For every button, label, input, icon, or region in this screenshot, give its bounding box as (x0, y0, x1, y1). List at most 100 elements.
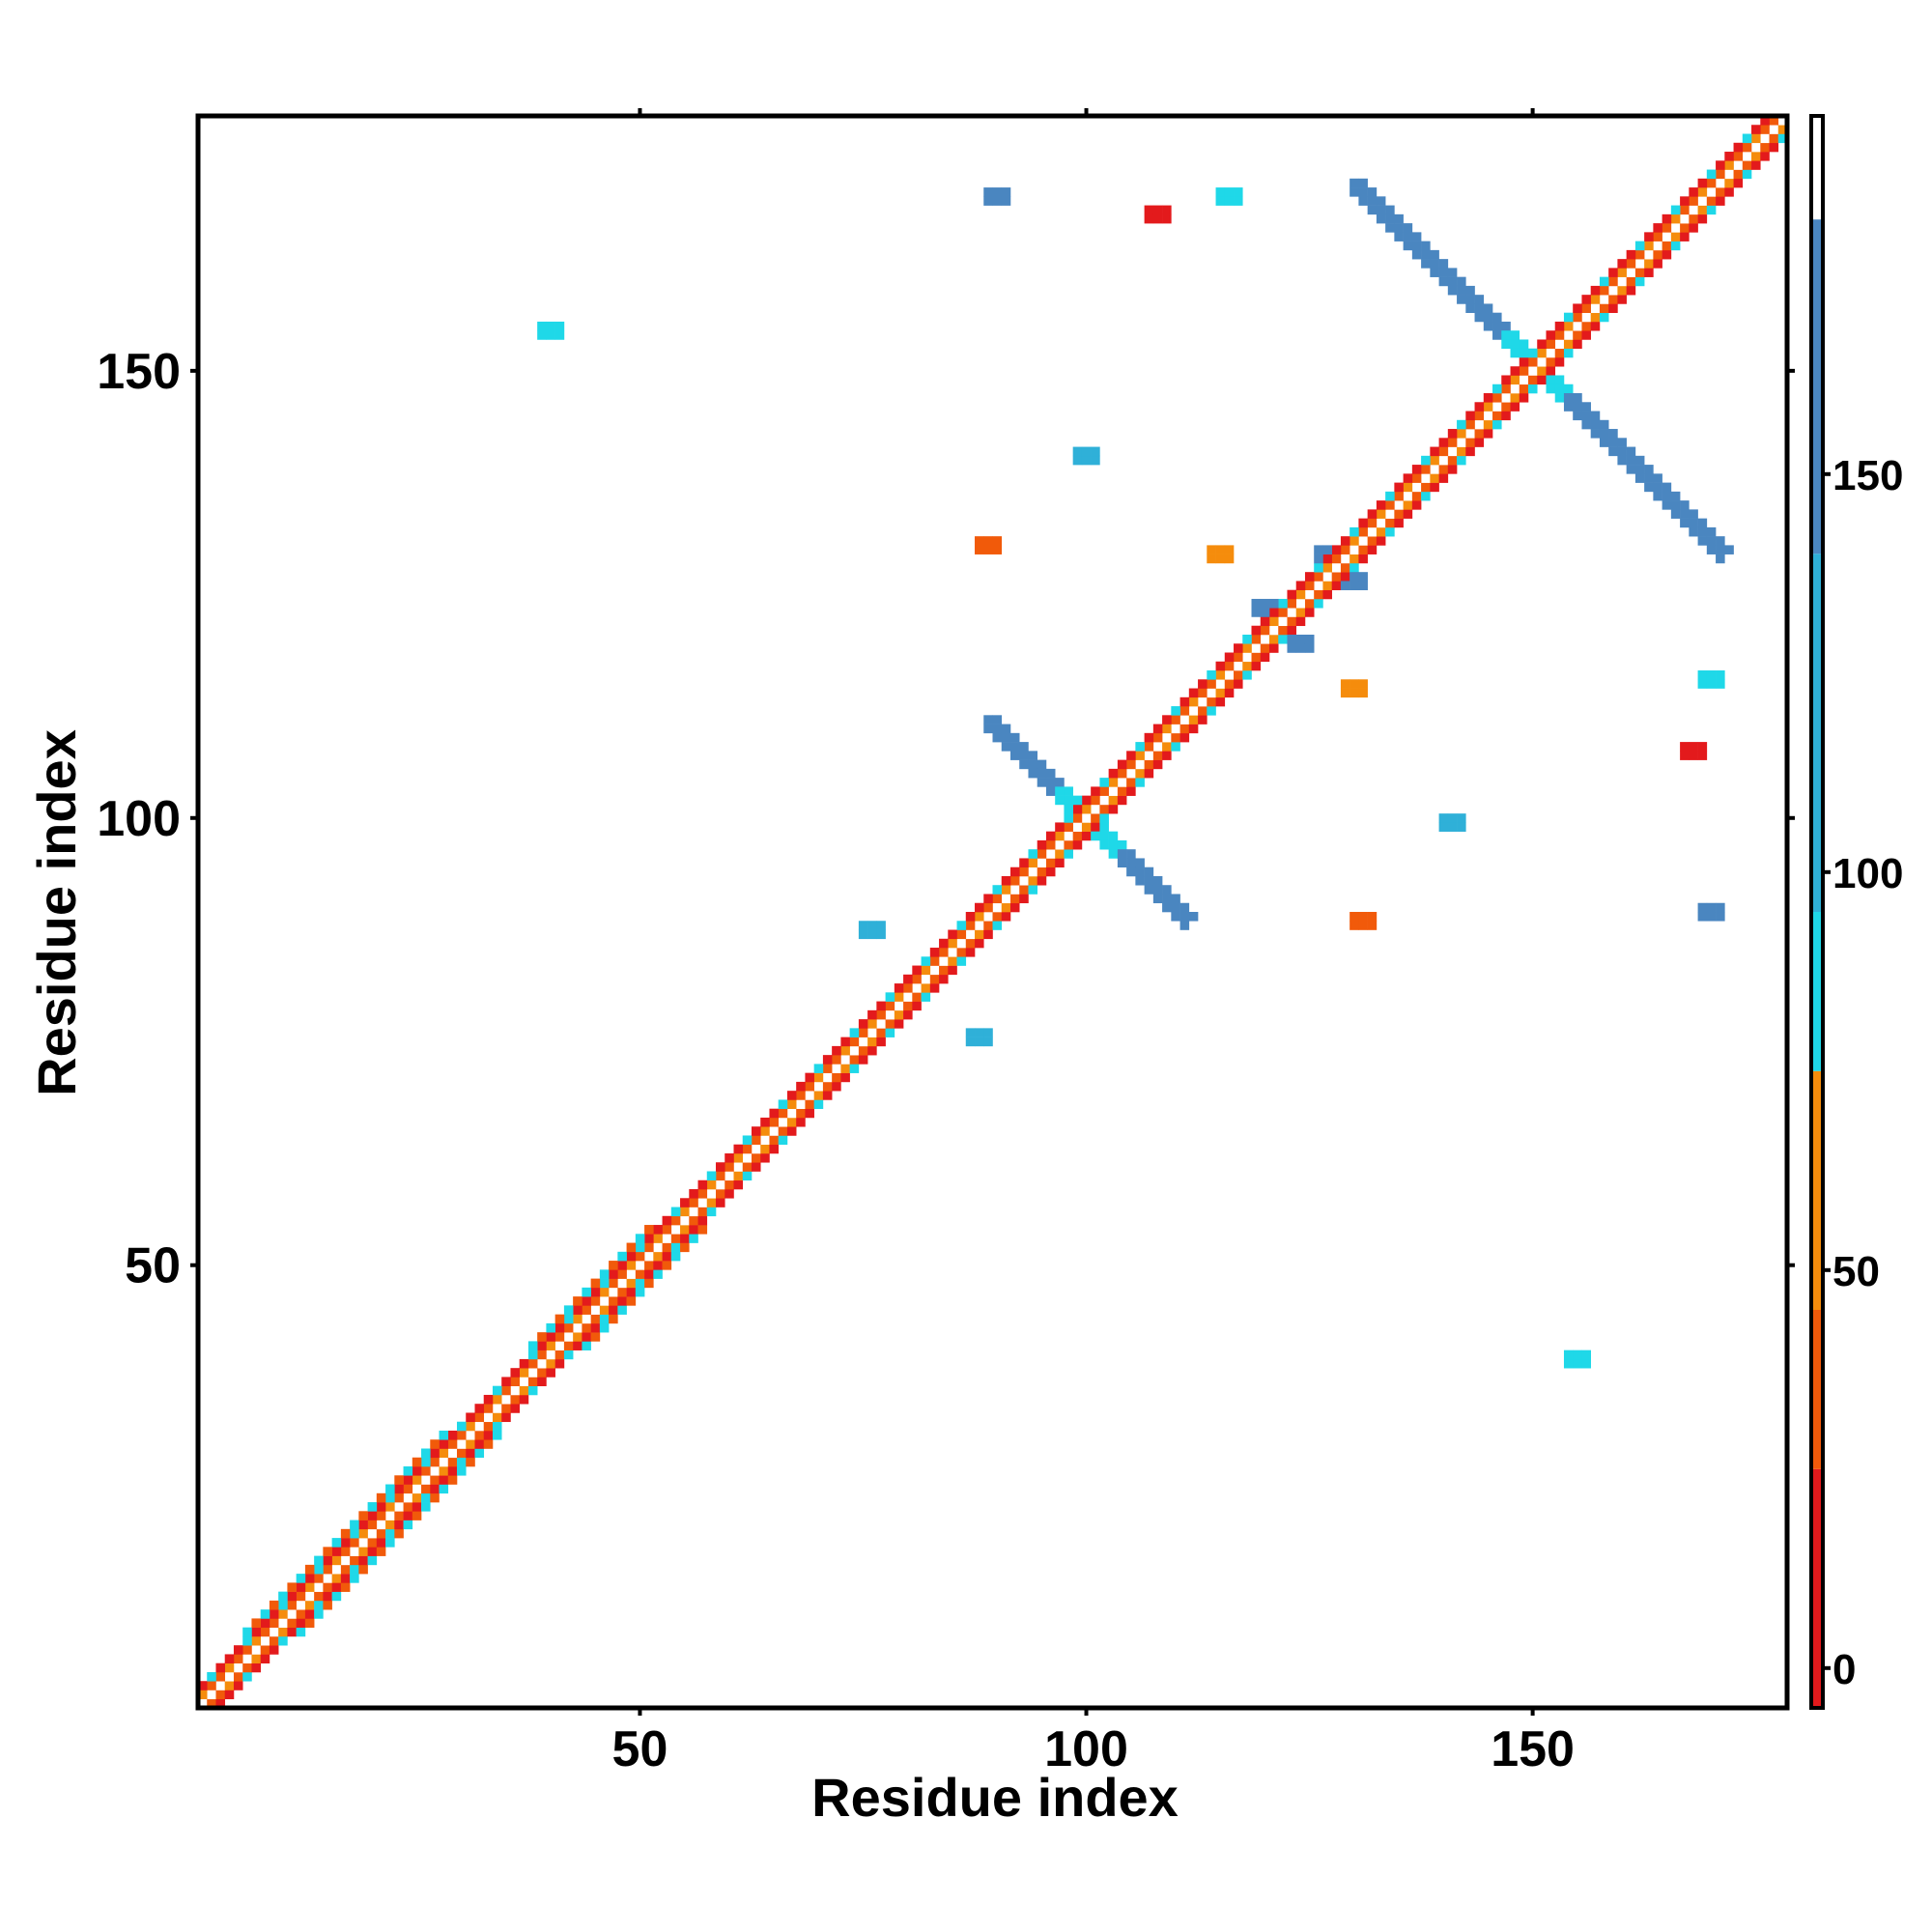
heatmap-cell (903, 992, 913, 1002)
heatmap-cell (1295, 608, 1306, 617)
heatmap-cell (1099, 813, 1109, 823)
heatmap-cell (1268, 625, 1279, 636)
heatmap-cell (1680, 196, 1690, 206)
heatmap-cell (849, 1028, 860, 1037)
heatmap-cell (1304, 589, 1315, 600)
heatmap-cell (1091, 795, 1100, 806)
heatmap-cell (644, 1225, 654, 1235)
heatmap-cell (1350, 526, 1359, 537)
heatmap-cell (537, 1341, 547, 1350)
heatmap-cell (1716, 912, 1725, 922)
heatmap-cell (1519, 384, 1529, 394)
heatmap-cell (617, 1296, 627, 1306)
heatmap-cell (1474, 295, 1485, 304)
heatmap-cell (1045, 786, 1056, 796)
heatmap-cell (314, 1591, 324, 1602)
heatmap-cell (956, 956, 967, 966)
heatmap-cell (965, 929, 976, 940)
heatmap-cell (1716, 536, 1725, 546)
heatmap-cell (1706, 670, 1717, 680)
heatmap-cell (1438, 438, 1449, 447)
heatmap-cell (430, 1484, 440, 1494)
heatmap-cell (1144, 759, 1154, 770)
heatmap-cell (340, 1528, 351, 1539)
heatmap-cell (1350, 178, 1359, 188)
heatmap-cell (527, 1377, 538, 1386)
heatmap-cell (251, 1618, 261, 1628)
heatmap-cell (474, 1430, 485, 1440)
heatmap-cell (1680, 518, 1690, 528)
heatmap-cell (1278, 608, 1288, 617)
heatmap-cell (1340, 679, 1350, 689)
heatmap-cell (1599, 429, 1609, 439)
heatmap-cell (1314, 562, 1323, 573)
heatmap-cell (867, 1009, 877, 1020)
heatmap-cell (1028, 885, 1038, 895)
heatmap-cell (1689, 526, 1698, 537)
heatmap-cell (554, 1332, 565, 1342)
heatmap-cell (1224, 545, 1235, 554)
heatmap-cell (1457, 813, 1466, 823)
heatmap-cell (975, 1028, 984, 1037)
heatmap-cell (501, 1385, 511, 1396)
heatmap-cell (563, 1314, 574, 1324)
heatmap-cell (1689, 751, 1698, 760)
heatmap-cell (1733, 169, 1744, 180)
heatmap-cell (876, 929, 886, 940)
heatmap-cell (786, 1117, 797, 1127)
heatmap-cell (1001, 187, 1011, 197)
heatmap-cell (1072, 446, 1083, 457)
heatmap-cell (278, 1609, 288, 1619)
heatmap-cell (832, 1055, 841, 1065)
heatmap-cell (1527, 348, 1538, 358)
heatmap-cell (1527, 375, 1538, 385)
heatmap-cell (1081, 446, 1092, 457)
heatmap-cell (1037, 849, 1047, 859)
heatmap-cell (1108, 768, 1119, 779)
heatmap-cell (1251, 643, 1262, 653)
heatmap-cell (929, 948, 940, 957)
heatmap-cell (1411, 465, 1422, 474)
heatmap-cell (1573, 303, 1582, 313)
heatmap-cell (1099, 839, 1109, 850)
heatmap-cell (1350, 572, 1359, 582)
heatmap-cell (1751, 142, 1761, 153)
heatmap-cell (492, 1421, 502, 1432)
heatmap-cell (1447, 465, 1458, 474)
heatmap-cell (1581, 295, 1591, 304)
heatmap-cell (1019, 751, 1029, 760)
heatmap-cell (921, 956, 931, 966)
heatmap-cell (1465, 446, 1475, 457)
heatmap-cell (635, 1269, 645, 1279)
heatmap-cell (894, 992, 904, 1002)
heatmap-cell (1126, 759, 1136, 770)
heatmap-cell (1171, 894, 1180, 904)
heatmap-cell (1314, 545, 1323, 554)
heatmap-cell (394, 1511, 404, 1520)
heatmap-cell (1234, 661, 1243, 671)
heatmap-cell (929, 983, 940, 993)
heatmap-cell (1670, 491, 1681, 501)
heatmap-cell (340, 1574, 351, 1583)
heatmap-cell (1304, 643, 1315, 653)
heatmap-cell (483, 1412, 494, 1423)
heatmap-cell (805, 1091, 814, 1100)
heatmap-cell (1430, 249, 1439, 260)
heatmap-cell (1563, 402, 1574, 412)
heatmap-cell (1037, 858, 1047, 868)
heatmap-cell (1234, 679, 1243, 689)
heatmap-cell (1268, 608, 1279, 617)
x-tick-label: 100 (1044, 1721, 1128, 1777)
heatmap-cell (385, 1502, 395, 1512)
colorbar-band (1811, 1310, 1823, 1469)
heatmap-cell (1716, 679, 1725, 689)
heatmap-cell (590, 1322, 601, 1333)
heatmap-cell (1019, 894, 1029, 904)
heatmap-cell (224, 1690, 235, 1700)
heatmap-cell (1626, 465, 1636, 474)
heatmap-cell (573, 1341, 582, 1350)
heatmap-cell (1144, 875, 1154, 886)
heatmap-cell (1304, 572, 1315, 582)
heatmap-cell (1546, 375, 1556, 385)
heatmap-cell (1358, 196, 1368, 206)
